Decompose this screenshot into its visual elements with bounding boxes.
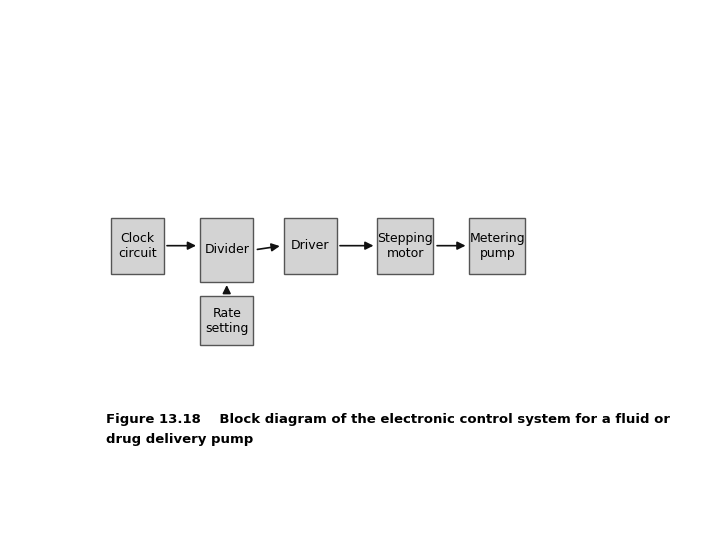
FancyBboxPatch shape [111,218,164,274]
FancyBboxPatch shape [284,218,337,274]
Text: Metering
pump: Metering pump [469,232,525,260]
FancyBboxPatch shape [469,218,526,274]
Text: Figure 13.18    Block diagram of the electronic control system for a fluid or: Figure 13.18 Block diagram of the electr… [106,413,670,426]
Text: Rate
setting: Rate setting [205,307,248,334]
Text: drug delivery pump: drug delivery pump [106,434,253,447]
Text: Driver: Driver [291,239,330,252]
FancyBboxPatch shape [200,295,253,346]
Text: Divider: Divider [204,244,249,256]
FancyBboxPatch shape [200,218,253,282]
Text: Clock
circuit: Clock circuit [118,232,157,260]
Text: Stepping
motor: Stepping motor [377,232,433,260]
FancyBboxPatch shape [377,218,433,274]
